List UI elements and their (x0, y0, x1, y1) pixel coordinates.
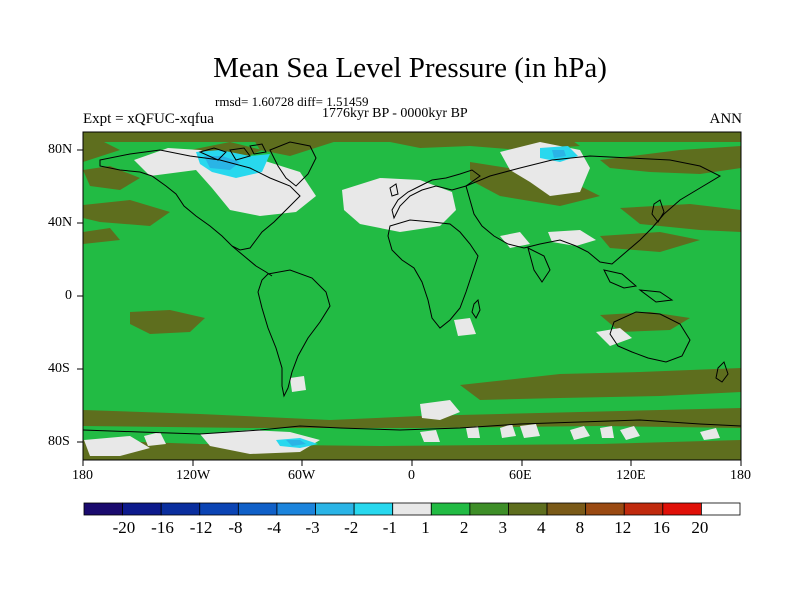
colorbar-box (276, 502, 316, 516)
colorbar-box (546, 502, 587, 516)
period-text: 1776kyr BP - 0000kyr BP (322, 106, 468, 121)
colorbar-label: -16 (151, 518, 174, 537)
colorbar-box (160, 502, 201, 516)
colorbar-label: 16 (652, 518, 670, 537)
lat-tick-80n: 80N (48, 142, 73, 157)
lon-tick-0: 0 (408, 468, 415, 483)
colorbar-label: -1 (382, 518, 397, 537)
colorbar-label: -3 (305, 518, 320, 537)
pressure-field (83, 132, 741, 460)
lon-tick-60e: 60E (509, 468, 532, 483)
stats-text: rmsd= 1.60728 diff= 1.51459 (215, 94, 369, 109)
colorbar-label: 3 (498, 518, 507, 537)
colorbar-box (662, 502, 702, 516)
colorbar-box (122, 502, 162, 516)
experiment-label: Expt = xQFUC-xqfua (83, 111, 214, 127)
colorbar-label: 2 (459, 518, 469, 537)
colorbar-box (237, 502, 278, 516)
lon-tick-120w: 120W (176, 468, 211, 483)
colorbar-box (392, 502, 432, 516)
positive-anomaly-patches (83, 132, 741, 460)
lon-tick-180w: 180 (72, 468, 93, 483)
colorbar-box (430, 502, 471, 516)
colorbar-box (623, 502, 664, 516)
colorbar-label: 1 (421, 518, 430, 537)
colorbar-box (469, 502, 509, 516)
lon-tick-180e: 180 (730, 468, 751, 483)
colorbar-label: 4 (537, 518, 546, 537)
axis-ticks (77, 149, 742, 466)
negative-anomaly-patches (196, 146, 578, 448)
colorbar-label: -20 (112, 518, 136, 537)
lon-tick-60w: 60W (288, 468, 316, 483)
colorbar-box (508, 502, 548, 516)
colorbar-box (353, 502, 394, 516)
lat-tick-80s: 80S (48, 434, 70, 449)
colorbar-box (585, 502, 625, 516)
colorbar-box (315, 502, 355, 516)
lat-tick-0: 0 (65, 288, 72, 303)
season-label: ANN (709, 111, 743, 127)
colorbar-label: 20 (691, 518, 709, 537)
colorbar-label: 12 (614, 518, 632, 537)
colorbar-label: -8 (228, 518, 243, 537)
colorbar-label: -12 (189, 518, 213, 537)
lon-tick-120e: 120E (616, 468, 646, 483)
colorbar-label: 8 (575, 518, 585, 537)
colorbar-box (199, 502, 239, 516)
colorbar-box (83, 502, 123, 516)
map-title: Mean Sea Level Pressure (in hPa) (213, 52, 607, 84)
colorbar (83, 502, 741, 516)
coastlines (83, 141, 741, 435)
colorbar-label: -2 (344, 518, 359, 537)
lat-tick-40s: 40S (48, 361, 70, 376)
colorbar-box (701, 502, 741, 516)
colorbar-label: -4 (266, 518, 282, 537)
lat-tick-40n: 40N (48, 215, 73, 230)
